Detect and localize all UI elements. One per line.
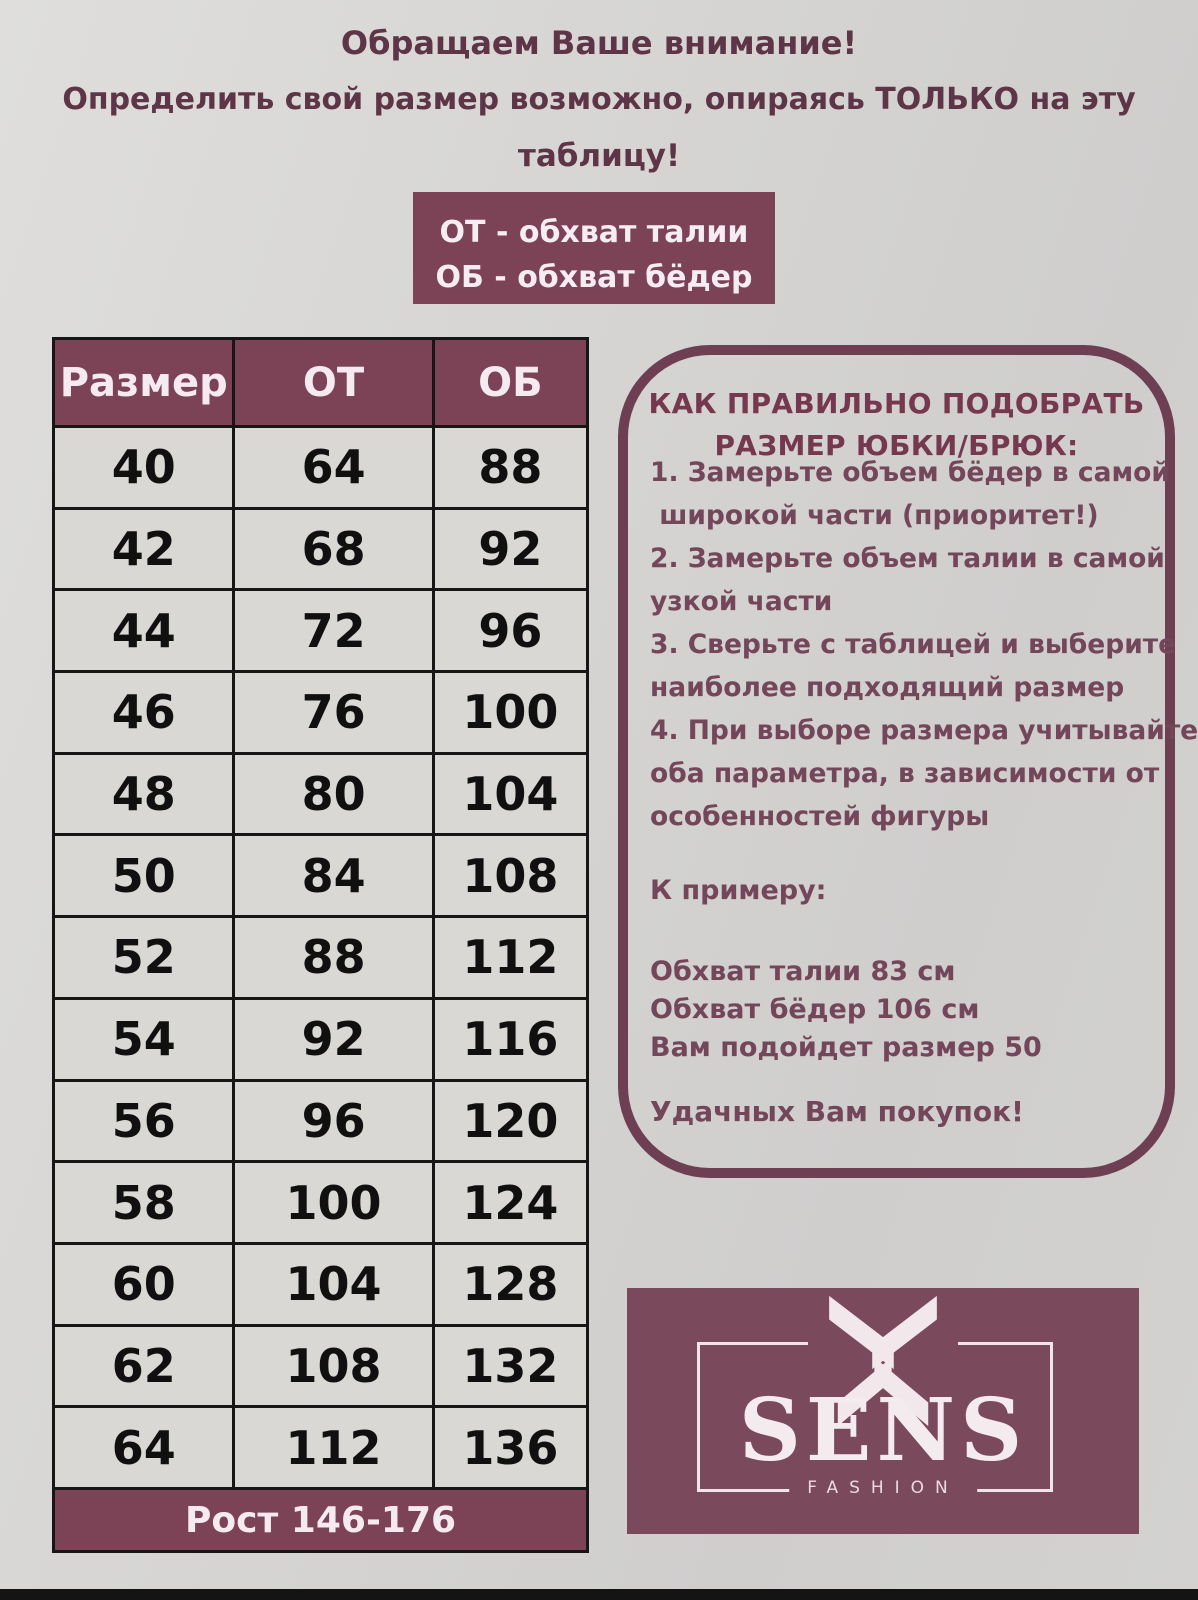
example-line: Вам подойдет размер 50 <box>650 1032 1042 1063</box>
table-cell: 128 <box>431 1241 590 1327</box>
instruction-step-line: 4. При выборе размера учитывайте <box>650 715 1198 746</box>
table-cell: 108 <box>431 833 590 919</box>
table-cell: 120 <box>431 1078 590 1164</box>
table-cell: 68 <box>232 506 435 592</box>
table-cell: 76 <box>232 670 435 755</box>
heading-line-3: таблицу! <box>517 138 681 174</box>
instruction-step-line: широкой части (приоритет!) <box>650 500 1099 531</box>
example-lines: Обхват талии 83 см Обхват бёдер 106 см Вам… <box>650 953 1042 1067</box>
table-cell: 132 <box>431 1323 590 1409</box>
table-cell: 72 <box>232 588 435 674</box>
table-cell: 62 <box>51 1323 236 1409</box>
example-line: Обхват бёдер 106 см <box>650 994 980 1025</box>
table-row: 40 64 88 <box>51 425 590 510</box>
size-table-header: Размер ОТ ОБ <box>51 337 590 428</box>
instruction-title-line-1: КАК ПРАВИЛЬНО ПОДОБРАТЬ <box>648 387 1145 420</box>
table-row: 52 88 112 <box>51 915 590 1000</box>
table-row: 48 80 104 <box>51 751 590 837</box>
table-row: 64 112 136 <box>51 1405 590 1490</box>
table-row: 50 84 108 <box>51 833 590 919</box>
instruction-title-line-2: РАЗМЕР ЮБКИ/БРЮК: <box>714 429 1079 462</box>
table-row: 60 104 128 <box>51 1241 590 1327</box>
table-cell: 60 <box>51 1241 236 1327</box>
size-table: Размер ОТ ОБ 40 64 88 42 68 92 44 72 96 46 76 100 48… <box>51 337 590 1553</box>
table-header-row: Размер ОТ ОБ <box>51 337 590 428</box>
table-row: 44 72 96 <box>51 588 590 674</box>
table-row: 58 100 124 <box>51 1160 590 1245</box>
table-cell: 84 <box>232 833 435 919</box>
table-cell: 100 <box>431 670 590 755</box>
instruction-steps: 1. Замерьте объем бёдер в самой широкой … <box>650 451 1198 838</box>
brand-name: SENS <box>738 1380 1028 1481</box>
example-line: Обхват талии 83 см <box>650 956 956 987</box>
table-row: 54 92 116 <box>51 996 590 1082</box>
table-row: 62 108 132 <box>51 1323 590 1409</box>
table-cell: 136 <box>431 1405 590 1490</box>
instruction-box: КАК ПРАВИЛЬНО ПОДОБРАТЬ РАЗМЕР ЮБКИ/БРЮК… <box>618 345 1198 1178</box>
table-cell: 58 <box>51 1160 236 1245</box>
table-row: 56 96 120 <box>51 1078 590 1164</box>
table-cell: 108 <box>232 1323 435 1409</box>
table-cell: 64 <box>232 425 435 510</box>
table-cell: 96 <box>431 588 590 674</box>
table-cell: 104 <box>431 751 590 837</box>
brand-tagline: FASHION <box>789 1478 977 1498</box>
size-table-footer: Рост 146-176 <box>52 1487 589 1553</box>
column-header-size: Размер <box>51 337 236 428</box>
table-cell: 56 <box>51 1078 236 1164</box>
table-footer-row: Рост 146-176 <box>52 1487 589 1553</box>
table-cell: 48 <box>51 751 236 837</box>
instruction-step-line: оба параметра, в зависимости от <box>650 758 1160 789</box>
legend-line-waist: ОТ - обхват талии <box>439 215 749 250</box>
table-cell: 54 <box>51 996 236 1082</box>
instruction-step-line: 3. Сверьте с таблицей и выберите <box>650 629 1177 660</box>
instruction-step-line: 1. Замерьте объем бёдер в самой <box>650 457 1170 488</box>
instruction-title: КАК ПРАВИЛЬНО ПОДОБРАТЬ РАЗМЕР ЮБКИ/БРЮК… <box>628 383 1165 467</box>
table-row: 42 68 92 <box>51 506 590 592</box>
table-cell: 100 <box>232 1160 435 1245</box>
farewell-text: Удачных Вам покупок! <box>650 1095 1024 1128</box>
heading-line-2: Определить свой размер возможно, опираяс… <box>62 82 1136 117</box>
table-cell: 52 <box>51 915 236 1000</box>
table-cell: 42 <box>51 506 236 592</box>
table-cell: 96 <box>232 1078 435 1164</box>
instruction-step-line: наиболее подходящий размер <box>650 672 1125 703</box>
table-cell: 50 <box>51 833 236 919</box>
table-cell: 40 <box>51 425 236 510</box>
table-cell: 88 <box>232 915 435 1000</box>
table-cell: 92 <box>431 506 590 592</box>
table-cell: 88 <box>431 425 590 510</box>
table-cell: 80 <box>232 751 435 837</box>
table-cell: 44 <box>51 588 236 674</box>
height-range-cell: Рост 146-176 <box>52 1487 589 1553</box>
table-cell: 112 <box>431 915 590 1000</box>
table-cell: 116 <box>431 996 590 1082</box>
legend-box: ОТ - обхват талии ОБ - обхват бёдер <box>413 192 775 304</box>
brand-logo-box: SENS FASHION <box>627 1288 1139 1534</box>
column-header-hips: ОБ <box>431 337 590 428</box>
table-cell: 92 <box>232 996 435 1082</box>
column-header-waist: ОТ <box>232 337 435 428</box>
table-cell: 124 <box>431 1160 590 1245</box>
table-cell: 64 <box>51 1405 236 1490</box>
table-cell: 46 <box>51 670 236 755</box>
instruction-step-line: узкой части <box>650 586 833 617</box>
instruction-step-line: особенностей фигуры <box>650 801 990 832</box>
example-label: К примеру: <box>650 875 827 906</box>
table-cell: 104 <box>232 1241 435 1327</box>
legend-line-hips: ОБ - обхват бёдер <box>435 260 753 295</box>
instruction-step-line: 2. Замерьте объем талии в самой <box>650 543 1165 574</box>
table-row: 46 76 100 <box>51 670 590 755</box>
size-table-body: 40 64 88 42 68 92 44 72 96 46 76 100 48 80 104 50 84 108 5… <box>51 425 590 1490</box>
bottom-bar <box>0 1589 1198 1600</box>
heading-line-1: Обращаем Ваше внимание! <box>340 24 858 62</box>
table-cell: 112 <box>232 1405 435 1490</box>
bow-tie-icon <box>808 1294 958 1434</box>
